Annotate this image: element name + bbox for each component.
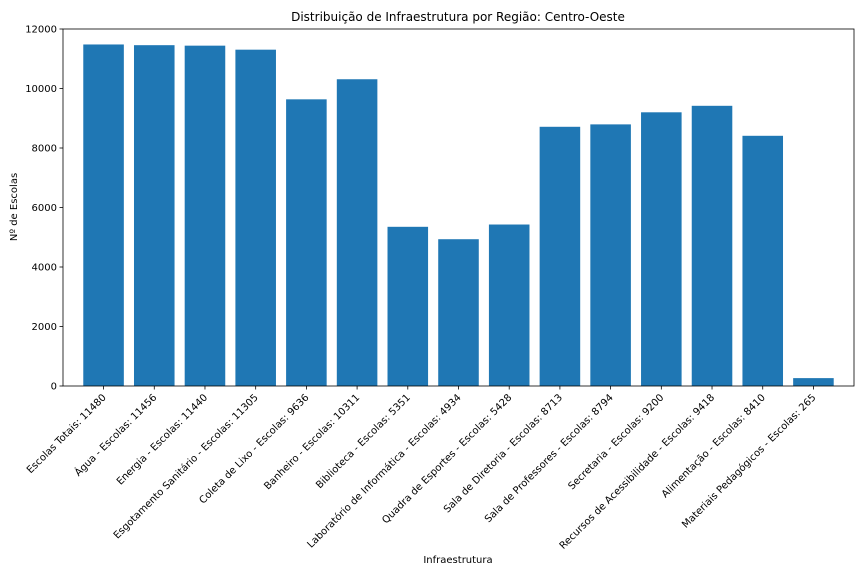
bar <box>793 378 834 386</box>
y-tick-label: 4000 <box>32 263 57 274</box>
bar <box>235 49 276 387</box>
y-axis: 0 2000 4000 6000 8000 10000 12000 <box>25 25 63 393</box>
y-tick-label: 6000 <box>32 203 57 214</box>
chart-title: Distribuição de Infraestrutura por Regiã… <box>291 10 625 24</box>
x-axis-label: Infraestrutura <box>423 555 492 566</box>
bar <box>590 124 631 386</box>
bar <box>438 239 479 386</box>
bar <box>83 44 124 386</box>
bar <box>336 79 378 386</box>
bar <box>387 226 429 386</box>
bar <box>488 224 530 386</box>
bar <box>539 126 581 386</box>
bar <box>691 105 733 386</box>
bar <box>641 112 682 387</box>
bar <box>742 135 784 386</box>
y-tick-label: 12000 <box>25 25 57 36</box>
bars-group <box>83 44 834 387</box>
y-tick-label: 10000 <box>25 84 57 95</box>
y-tick-label: 2000 <box>32 322 57 333</box>
y-tick-label: 8000 <box>32 144 57 155</box>
bar <box>286 99 327 386</box>
y-tick-label: 0 <box>51 382 57 393</box>
bar <box>184 45 226 386</box>
plot-frame <box>62 28 855 387</box>
y-axis-label: Nº de Escolas <box>9 173 20 241</box>
bar <box>133 45 175 387</box>
